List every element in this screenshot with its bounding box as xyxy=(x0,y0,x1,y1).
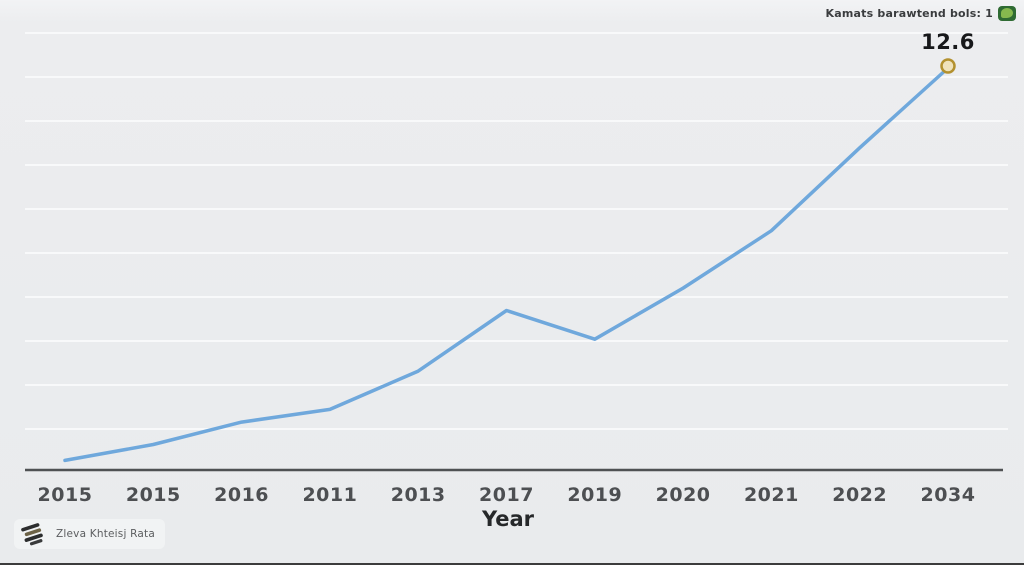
green-leaf-badge-icon xyxy=(998,6,1016,21)
x-tick-label: 2015 xyxy=(37,484,93,506)
data-line xyxy=(63,66,950,463)
x-tick-label: 2034 xyxy=(920,484,976,506)
x-tick-label: 2015 xyxy=(125,484,181,506)
watermark-label: Zleva Khteisj Rata xyxy=(56,528,155,540)
x-axis-title: Year xyxy=(481,507,535,531)
x-tick-label: 2017 xyxy=(479,484,534,506)
legend-label: Kamats barawtend bols: 1 xyxy=(825,7,993,20)
watermark: Zleva Khteisj Rata xyxy=(14,519,165,549)
x-tick-label: 2020 xyxy=(655,484,711,506)
x-tick-label: 2021 xyxy=(743,484,799,506)
legend: Kamats barawtend bols: 1 xyxy=(826,6,1016,21)
x-tick-label: 2016 xyxy=(214,484,270,506)
end-point-marker-icon xyxy=(940,58,956,74)
x-tick-label: 2013 xyxy=(390,484,446,506)
x-tick-label: 2019 xyxy=(567,484,623,506)
stacked-bars-logo-icon xyxy=(21,523,43,546)
x-tick-label: 2022 xyxy=(832,484,888,506)
leaf-icon xyxy=(1001,8,1013,18)
gridlines xyxy=(25,32,1008,430)
end-value-annotation: 12.6 xyxy=(921,30,975,54)
x-tick-label: 2011 xyxy=(302,484,358,506)
